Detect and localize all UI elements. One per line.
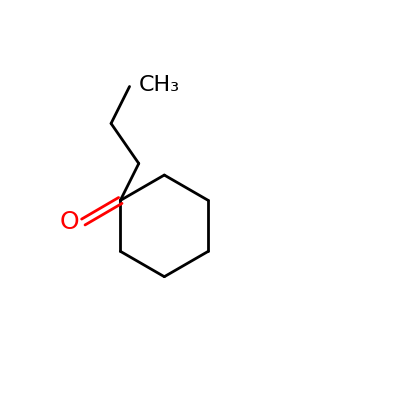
- Text: CH₃: CH₃: [139, 75, 180, 95]
- Text: O: O: [60, 210, 79, 234]
